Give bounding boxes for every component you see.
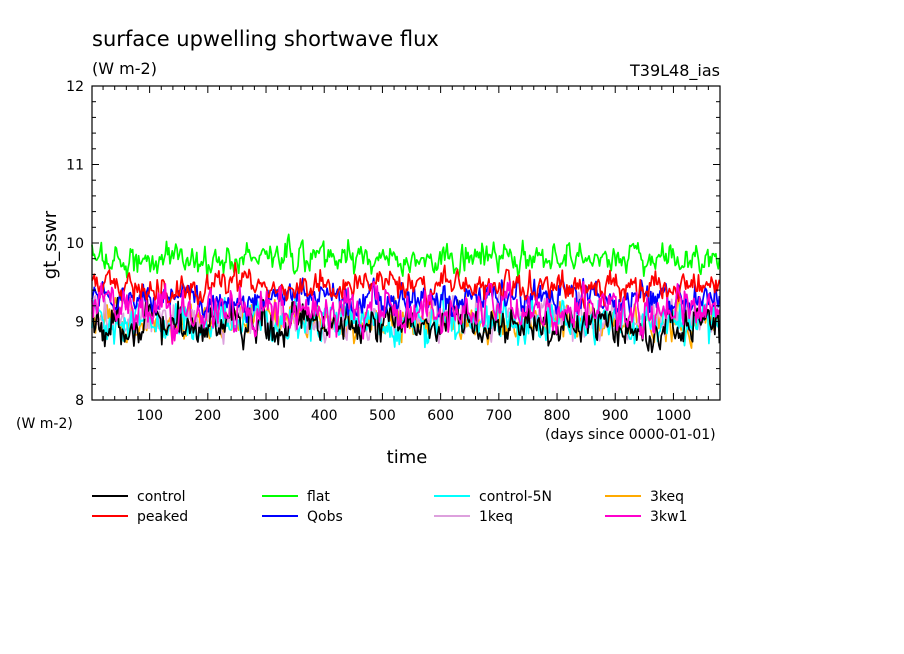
y-tick-label: 12 xyxy=(66,79,84,95)
y-tick-label: 11 xyxy=(66,158,84,174)
series-line-peaked xyxy=(91,262,721,309)
chart-units: (W m-2) xyxy=(92,59,157,78)
x-tick-label: 600 xyxy=(427,408,454,424)
chart-title: surface upwelling shortwave flux xyxy=(92,27,439,51)
x-axis-title: time xyxy=(387,447,428,468)
x-tick-label: 1000 xyxy=(656,408,692,424)
legend-label-3kw1: 3kw1 xyxy=(650,509,687,525)
legend-label-control: control xyxy=(137,489,186,505)
x-tick-label: 700 xyxy=(485,408,512,424)
legend-label-Qobs: Qobs xyxy=(307,509,343,525)
y-axis-ticks: 8 9 10 11 12 xyxy=(66,79,720,409)
x-tick-label: 500 xyxy=(369,408,396,424)
y-tick-label: 10 xyxy=(66,236,84,252)
legend: control peaked flat Qobs control-5N 1keq 3keq 3… xyxy=(92,489,687,525)
y-tick-label: 9 xyxy=(75,315,84,331)
x-tick-label: 200 xyxy=(194,408,221,424)
x-tick-label: 900 xyxy=(602,408,629,424)
legend-label-flat: flat xyxy=(307,489,330,505)
x-tick-label: 300 xyxy=(253,408,280,424)
legend-label-control-5N: control-5N xyxy=(479,489,552,505)
x-axis-ticks: 100 200 300 400 500 600 700 800 900 1000 xyxy=(102,86,709,424)
x-units-label: (days since 0000-01-01) xyxy=(545,427,716,443)
series-line-flat xyxy=(91,233,721,281)
y-tick-label: 8 xyxy=(75,393,84,409)
legend-label-peaked: peaked xyxy=(137,509,188,525)
legend-label-1keq: 1keq xyxy=(479,509,513,525)
y-axis-title: gt_sswr xyxy=(40,210,61,279)
series-line-Qobs xyxy=(91,277,721,323)
run-label: T39L48_ias xyxy=(629,61,720,81)
series-group xyxy=(91,233,721,354)
series-line-3kw1 xyxy=(91,280,721,345)
legend-label-3keq: 3keq xyxy=(650,489,684,505)
x-tick-label: 100 xyxy=(136,408,163,424)
x-tick-label: 800 xyxy=(544,408,571,424)
x-tick-label: 400 xyxy=(311,408,338,424)
plot-frame xyxy=(91,85,721,401)
y-units-label: (W m-2) xyxy=(16,416,73,432)
